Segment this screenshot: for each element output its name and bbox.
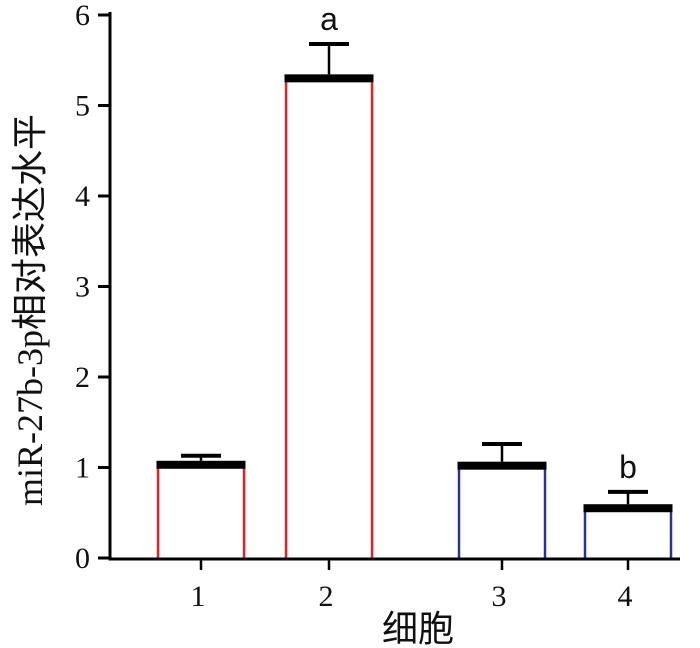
y-tick-label: 0 [75,542,90,575]
y-ticks: 0 1 2 3 4 5 6 [75,0,110,575]
bar-group [284,74,374,561]
x-tick-label: 3 [492,580,507,613]
bar [457,464,547,561]
bar-top-edge [457,461,547,470]
y-axis-title: miR-27b-3p相对表达水平 [10,114,50,506]
bar [284,77,374,561]
significance-label: b [619,449,637,485]
bar [156,463,246,561]
x-tick-label: 4 [618,580,633,613]
y-tick-label: 2 [75,361,90,394]
bar [583,506,673,561]
bar-top-edge [583,504,673,513]
y-tick-label: 1 [75,452,90,485]
x-axis-title: 细胞 [382,608,454,648]
y-tick-label: 3 [75,271,90,304]
x-tick-label: 1 [191,580,206,613]
x-ticks: 1 2 3 4 [191,559,633,613]
bar-top-edge [156,460,246,469]
x-tick-label: 2 [319,580,334,613]
y-tick-label: 5 [75,90,90,123]
error-bars [181,41,648,505]
significance-label: a [320,1,338,37]
bar-top-edge [284,74,374,83]
bar-group [457,461,547,561]
y-tick-label: 6 [75,0,90,32]
bars [156,74,673,561]
bar-group [156,460,246,561]
y-tick-label: 4 [75,180,90,213]
bar-group [583,504,673,561]
significance-labels: ab [320,1,637,485]
